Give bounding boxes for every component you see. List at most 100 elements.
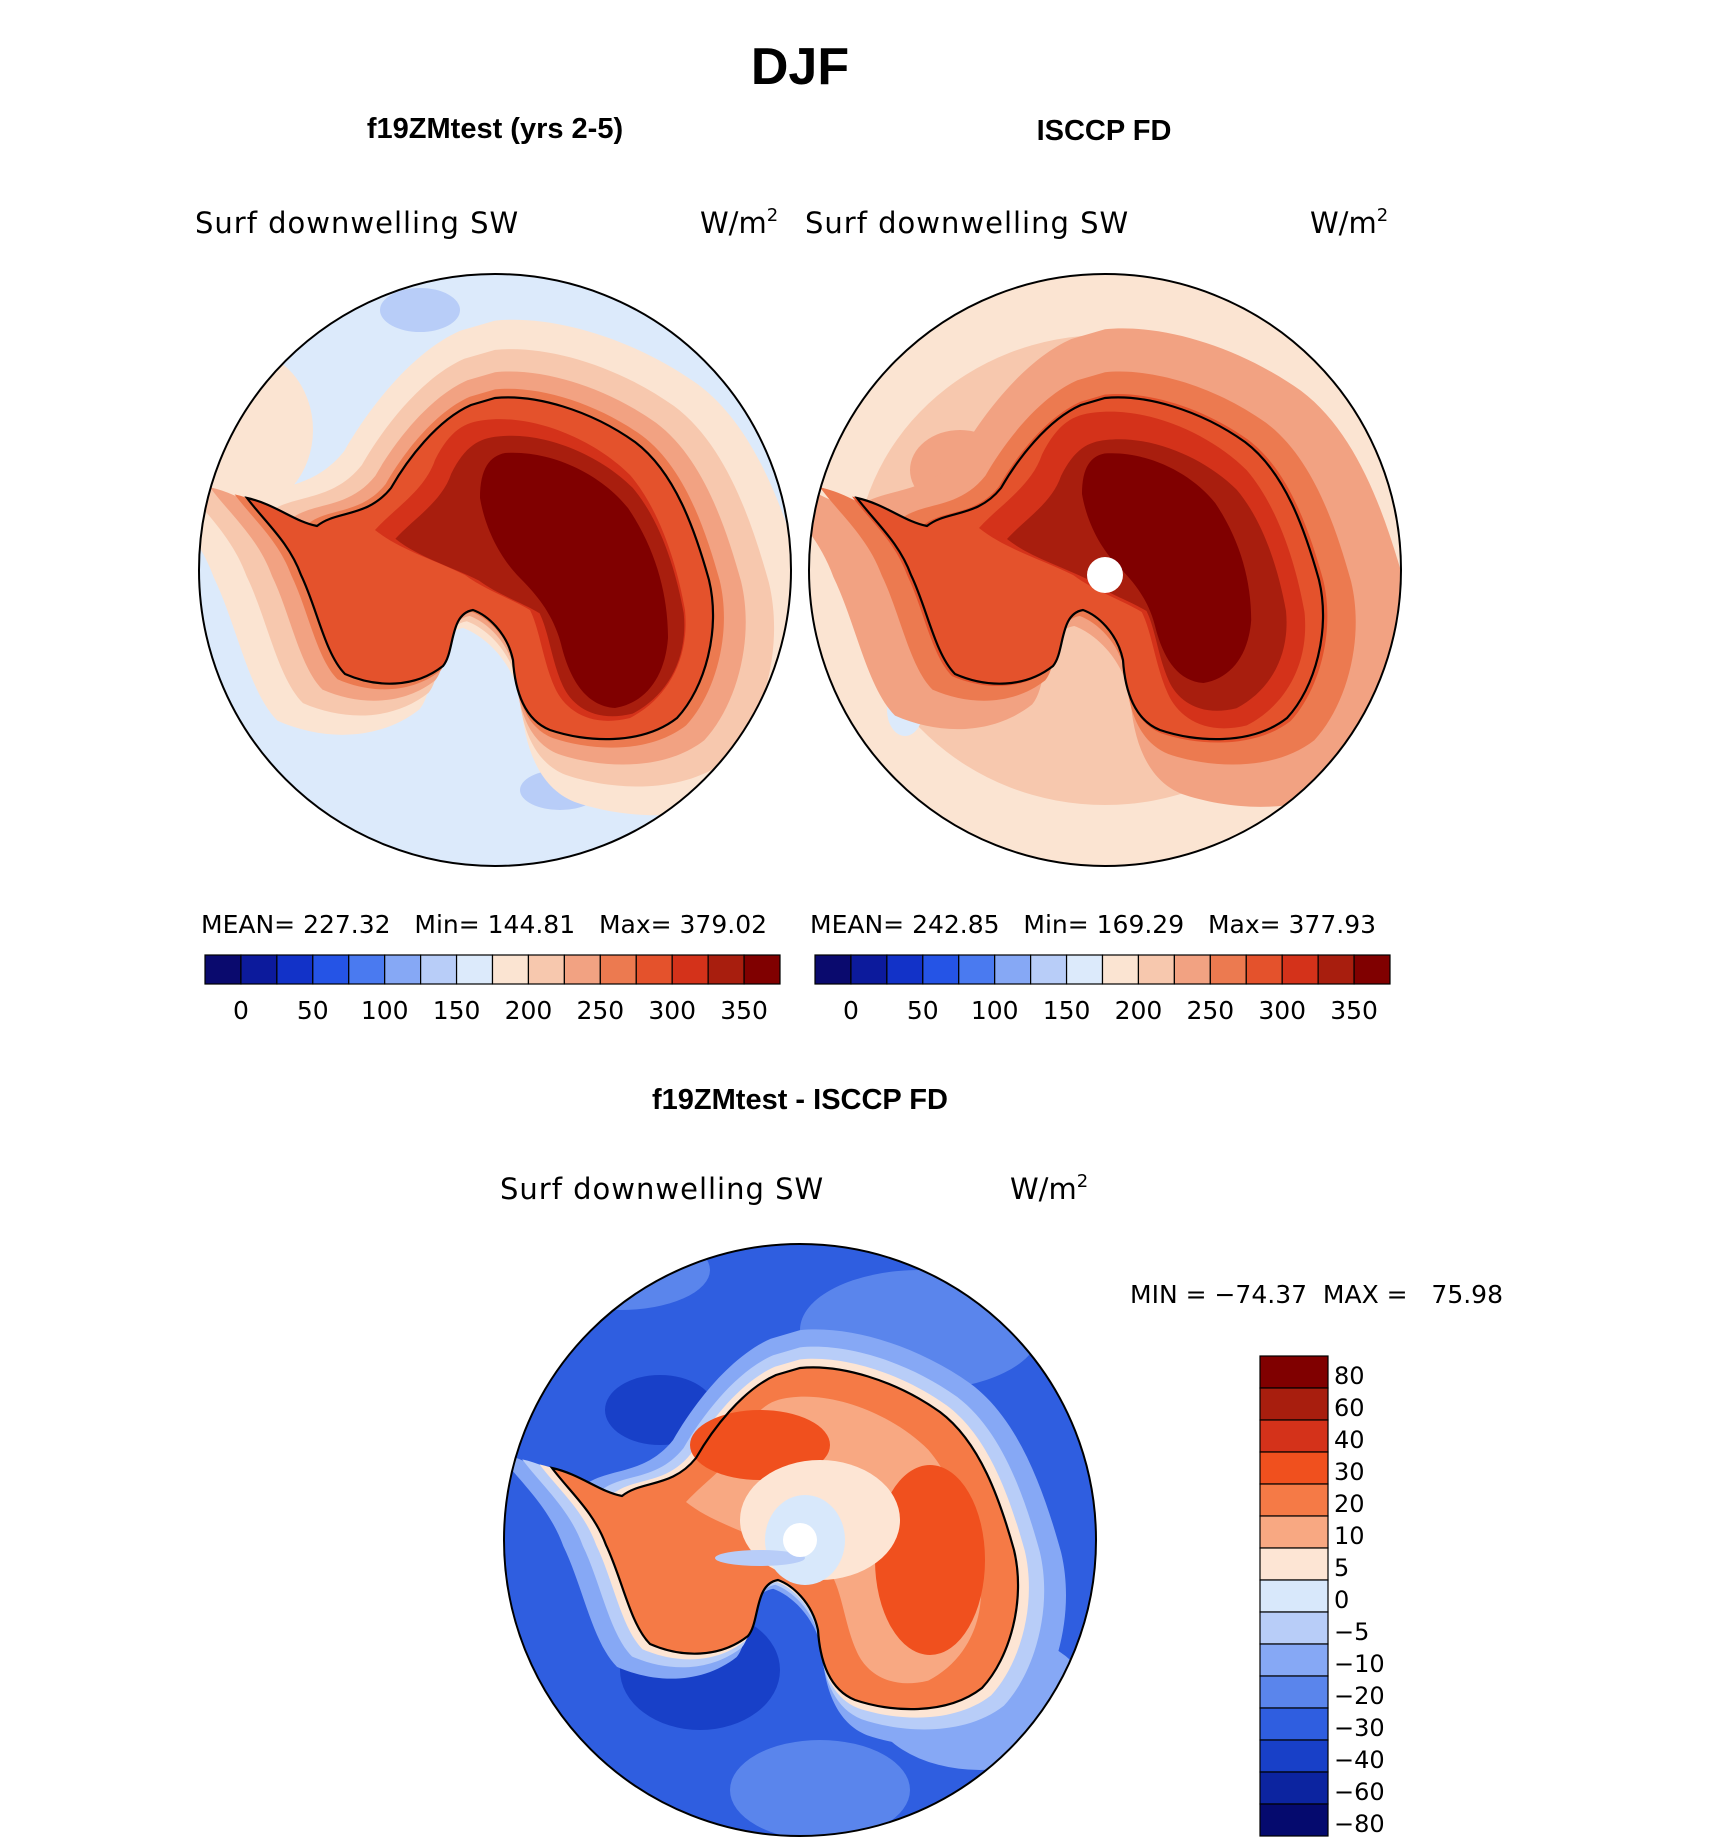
colorbar-swatch xyxy=(348,954,386,985)
colorbar-swatch xyxy=(1259,1355,1329,1389)
colorbar-swatch xyxy=(1259,1739,1329,1773)
colorbar-swatch xyxy=(1259,1707,1329,1741)
panel-diff-pole-mask xyxy=(783,1523,817,1557)
colorbar-tick-label: −60 xyxy=(1334,1778,1385,1806)
panel-model-title: f19ZMtest (yrs 2-5) xyxy=(367,113,623,145)
colorbar-tick-label: 0 xyxy=(233,996,249,1025)
colorbar-swatch xyxy=(886,954,924,985)
colorbar-tick-label: 40 xyxy=(1334,1426,1365,1454)
colorbar-swatch xyxy=(635,954,673,985)
colorbar-swatch xyxy=(204,954,242,985)
panel-obs-pole-mask xyxy=(1087,557,1123,593)
colorbar-swatch xyxy=(1245,954,1283,985)
colorbar-swatch xyxy=(743,954,781,985)
colorbar-swatch xyxy=(1209,954,1247,985)
colorbar-tick-label: 80 xyxy=(1334,1362,1365,1390)
colorbar-swatch xyxy=(312,954,350,985)
colorbar-tick-label: 350 xyxy=(1330,996,1378,1025)
panel-obs-units-sup: 2 xyxy=(1377,205,1388,226)
panel-diff-units-text: W/m xyxy=(1010,1172,1077,1206)
panel-diff-interior-patch xyxy=(875,1465,985,1655)
colorbar-swatch xyxy=(1259,1419,1329,1453)
panel-diff-interior-patch xyxy=(690,1410,830,1480)
colorbar-swatch xyxy=(240,954,278,985)
colorbar-swatch xyxy=(1259,1771,1329,1805)
colorbar-tick-label: 250 xyxy=(576,996,624,1025)
colorbar-swatch xyxy=(1173,954,1211,985)
colorbar-tick-label: 60 xyxy=(1334,1394,1365,1422)
colorbar-swatch xyxy=(1259,1611,1329,1645)
colorbar-swatch xyxy=(1317,954,1355,985)
colorbar-swatch xyxy=(1101,954,1140,985)
colorbar-tick-label: 50 xyxy=(297,996,329,1025)
panel-obs-units: W/m2 xyxy=(1310,205,1388,240)
colorbar-tick-label: 50 xyxy=(907,996,939,1025)
colorbar-swatch xyxy=(1353,954,1391,985)
colorbar-tick-label: 100 xyxy=(971,996,1019,1025)
colorbar-swatch xyxy=(599,954,637,985)
colorbar-swatch xyxy=(1259,1643,1329,1677)
colorbar-swatch xyxy=(1065,954,1104,985)
colorbar-swatch xyxy=(491,954,530,985)
colorbar-tick-label: −20 xyxy=(1334,1682,1385,1710)
panel-diff-ocean-patch xyxy=(730,1740,910,1836)
panel-diff-title: f19ZMtest - ISCCP FD xyxy=(652,1084,948,1116)
panel-model-map-border xyxy=(198,273,792,867)
colorbar-swatch xyxy=(814,954,852,985)
panel-model-colorbar: 0 50 100 150 200 250 300 350 xyxy=(204,954,781,1025)
colorbar-tick-label: 0 xyxy=(1334,1586,1349,1614)
colorbar-tick-label: 150 xyxy=(1043,996,1091,1025)
panel-model-units-sup: 2 xyxy=(767,205,778,226)
panel-model-stats: MEAN= 227.32 Min= 144.81 Max= 379.02 xyxy=(201,910,767,939)
panel-model-units-text: W/m xyxy=(700,206,767,240)
colorbar-tick-label: 5 xyxy=(1334,1554,1349,1582)
panel-diff-colorbar: 80 60 40 30 20 10 5 0 −5 −10 −20 −30 −40 −60 −80 xyxy=(1259,1355,1385,1838)
colorbar-swatch xyxy=(1259,1579,1329,1613)
panel-diff-variable: Surf downwelling SW xyxy=(500,1172,824,1206)
panel-diff-units: W/m2 xyxy=(1010,1171,1088,1206)
colorbar-swatch xyxy=(455,954,494,985)
panel-model-units: W/m2 xyxy=(700,205,778,240)
panel-obs-units-text: W/m xyxy=(1310,206,1377,240)
colorbar-swatch xyxy=(1259,1547,1329,1581)
colorbar-swatch xyxy=(1259,1387,1329,1421)
colorbar-swatch xyxy=(922,954,960,985)
panel-obs-map xyxy=(809,274,1401,866)
colorbar-swatch xyxy=(958,954,996,985)
colorbar-tick-label: 350 xyxy=(720,996,768,1025)
colorbar-swatch xyxy=(1259,1483,1329,1517)
colorbar-swatch xyxy=(1259,1803,1329,1837)
colorbar-swatch xyxy=(563,954,601,985)
colorbar-swatch xyxy=(384,954,422,985)
colorbar-tick-label: 300 xyxy=(1258,996,1306,1025)
colorbar-tick-label: 150 xyxy=(433,996,481,1025)
panel-obs-title: ISCCP FD xyxy=(1037,115,1172,147)
panel-diff-units-sup: 2 xyxy=(1077,1171,1088,1192)
colorbar-tick-label: −10 xyxy=(1334,1650,1385,1678)
panel-obs-colorbar: 0 50 100 150 200 250 300 350 xyxy=(814,954,1391,1025)
panel-obs-stats: MEAN= 242.85 Min= 169.29 Max= 377.93 xyxy=(810,910,1376,939)
colorbar-swatch xyxy=(1259,1451,1329,1485)
panel-diff-map-border xyxy=(503,1243,1097,1837)
panel-diff-interior-patch xyxy=(715,1550,805,1566)
colorbar-tick-label: 0 xyxy=(843,996,859,1025)
colorbar-swatch xyxy=(707,954,745,985)
colorbar-tick-label: 200 xyxy=(1115,996,1163,1025)
panel-diff-ocean-patch xyxy=(530,1244,710,1310)
colorbar-swatch xyxy=(420,954,458,985)
panel-obs-continent xyxy=(809,328,1401,807)
panel-obs-variable: Surf downwelling SW xyxy=(805,206,1129,240)
colorbar-tick-label: 250 xyxy=(1186,996,1234,1025)
colorbar-swatch xyxy=(994,954,1032,985)
colorbar-tick-label: 100 xyxy=(361,996,409,1025)
colorbar-tick-label: 30 xyxy=(1334,1458,1365,1486)
colorbar-swatch xyxy=(1137,954,1175,985)
panel-diff-map xyxy=(504,1244,1096,1836)
colorbar-tick-label: −40 xyxy=(1334,1746,1385,1774)
colorbar-swatch xyxy=(1030,954,1068,985)
figure-title: DJF xyxy=(751,38,849,96)
colorbar-swatch xyxy=(276,954,314,985)
colorbar-swatch xyxy=(1259,1515,1329,1549)
panel-obs: ISCCP FD Surf downwelling SW W/m2 MEAN= … xyxy=(805,115,1402,1025)
colorbar-swatch xyxy=(1259,1675,1329,1709)
